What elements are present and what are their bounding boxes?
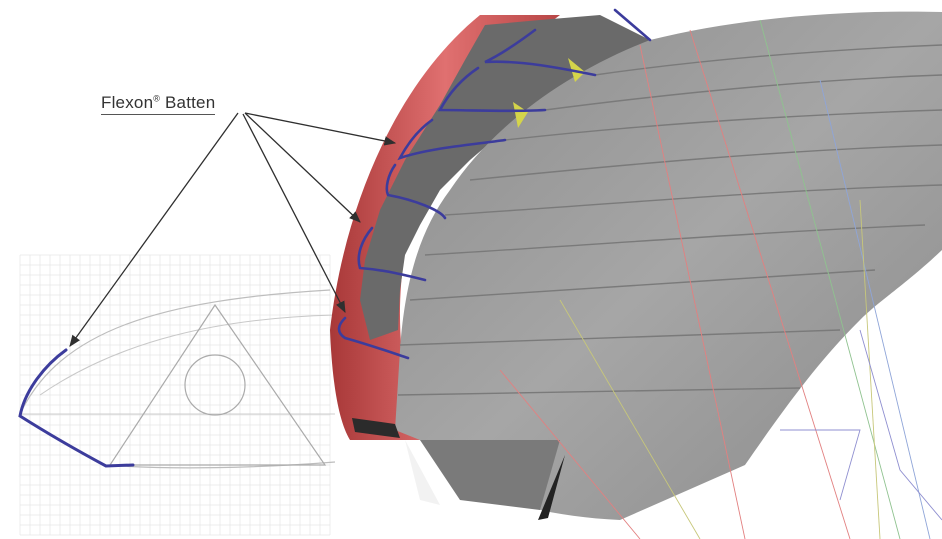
batten-profile-curve [18, 348, 135, 468]
callout-suffix: Batten [160, 93, 216, 112]
trailing-shadow [420, 440, 560, 510]
trailing-dark-strip [352, 418, 400, 438]
rib-seams [397, 44, 942, 396]
arrow-to-profile-batten [69, 112, 239, 347]
canopy-render [330, 8, 942, 539]
arrow-to-upper-batten [244, 112, 397, 146]
trailing-sliver [538, 455, 565, 520]
suspension-lines [499, 19, 942, 539]
profile-inner-line [39, 314, 336, 396]
profile-upper-surface [19, 289, 331, 415]
cell-opening [360, 15, 650, 340]
registered-mark: ® [153, 93, 161, 104]
flexon-batten-label: Flexon® Batten [101, 93, 216, 115]
batten-lines-3d [337, 8, 652, 360]
profile-drawing [18, 254, 336, 536]
trailing-white-wedge [405, 440, 440, 505]
inner-circle [184, 354, 246, 416]
callout-prefix: Flexon [101, 93, 154, 112]
arrow-to-middle-batten [244, 112, 361, 223]
yellow-highlight-2 [513, 102, 528, 128]
yellow-highlight-1 [568, 58, 585, 82]
triangle-frame [108, 303, 327, 466]
arrow-to-lower-batten [242, 113, 346, 314]
callout-arrows [69, 112, 397, 347]
grid-paper [19, 254, 331, 536]
